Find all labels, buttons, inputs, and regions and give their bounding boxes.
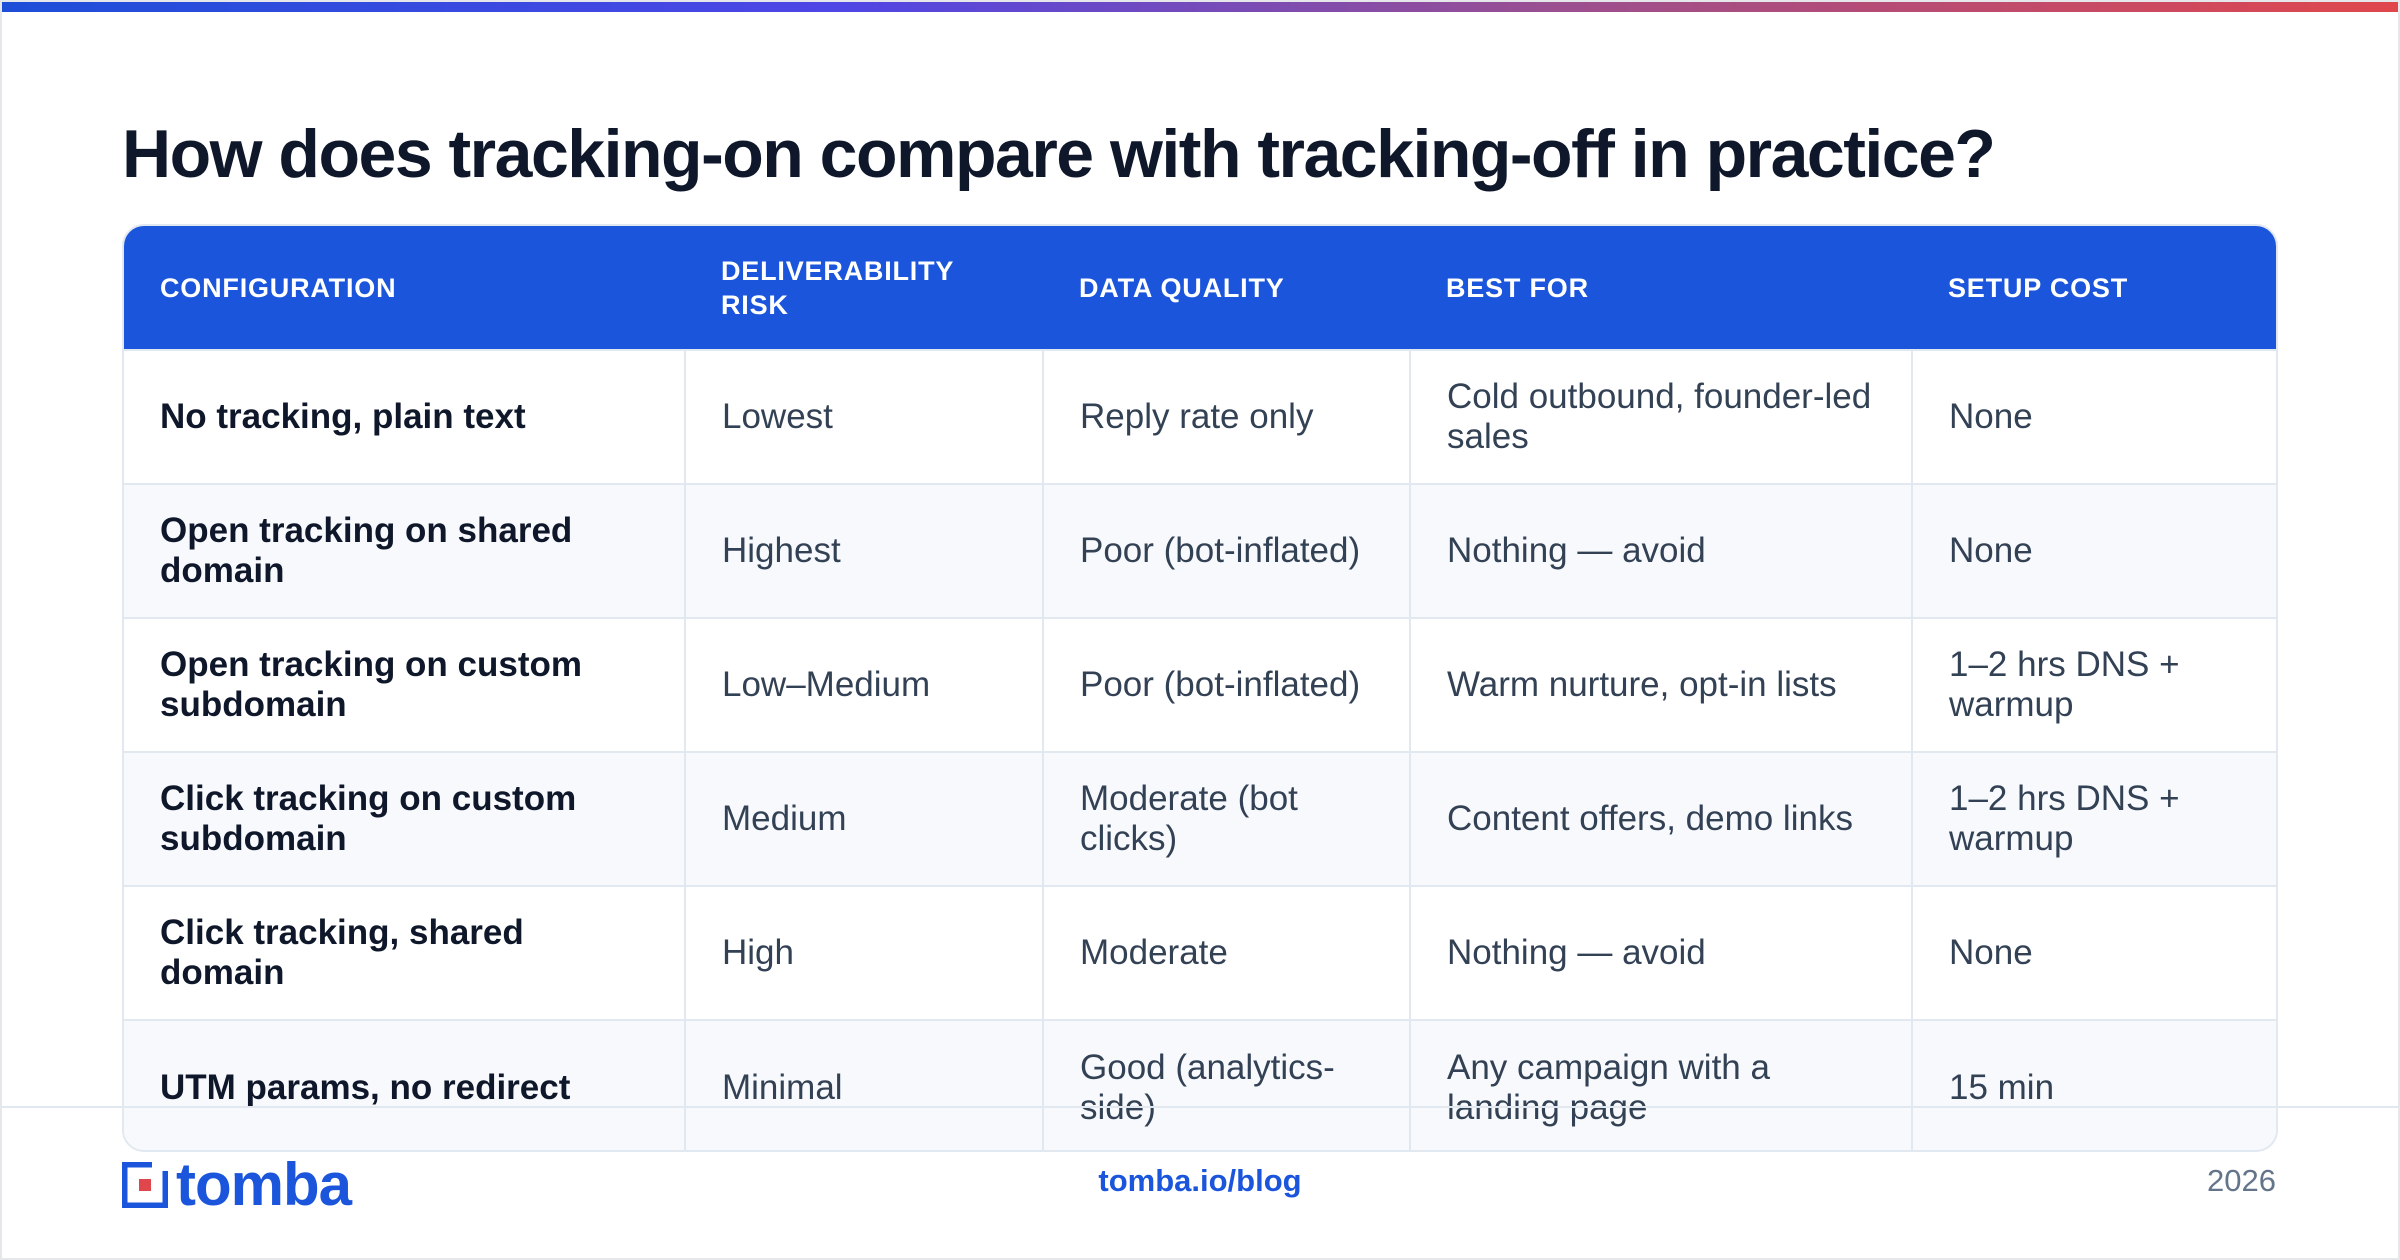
- cell-deliverability-risk: Lowest: [684, 349, 1043, 484]
- footer-year: 2026: [2207, 1163, 2276, 1198]
- table-row: Click tracking on custom subdomain Mediu…: [124, 751, 2276, 886]
- cell-data-quality: Reply rate only: [1042, 349, 1410, 484]
- header-deliverability-risk: Deliverability risk: [721, 255, 954, 320]
- cell-configuration: UTM params, no redirect: [124, 1019, 685, 1150]
- tomba-logo[interactable]: tomba: [122, 1151, 352, 1218]
- cell-deliverability-risk: Medium: [684, 751, 1043, 886]
- cell-configuration: Open tracking on custom subdomain: [124, 617, 685, 752]
- blog-link[interactable]: tomba.io/blog: [1098, 1163, 1302, 1198]
- table-row: No tracking, plain text Lowest Reply rat…: [124, 349, 2276, 484]
- table-header-row: Configuration Deliverability risk Data q…: [124, 226, 2276, 350]
- table-row: UTM params, no redirect Minimal Good (an…: [124, 1019, 2276, 1150]
- cell-configuration: No tracking, plain text: [124, 349, 685, 484]
- cell-setup-cost: None: [1911, 483, 2276, 618]
- cell-data-quality: Moderate: [1042, 885, 1410, 1020]
- cell-best-for: Nothing — avoid: [1409, 885, 1912, 1020]
- header-best-for: Best for: [1446, 272, 1589, 303]
- cell-data-quality: Poor (bot-inflated): [1042, 483, 1410, 618]
- table-row: Open tracking on custom subdomain Low–Me…: [124, 617, 2276, 752]
- table-row: Open tracking on shared domain Highest P…: [124, 483, 2276, 618]
- header-data-quality: Data quality: [1079, 272, 1285, 303]
- cell-data-quality: Poor (bot-inflated): [1042, 617, 1410, 752]
- tomba-logo-icon: [122, 1162, 168, 1208]
- cell-best-for: Content offers, demo links: [1409, 751, 1912, 886]
- cell-data-quality: Good (analytics-side): [1042, 1019, 1410, 1150]
- cell-data-quality: Moderate (bot clicks): [1042, 751, 1410, 886]
- cell-setup-cost: None: [1911, 349, 2276, 484]
- cell-configuration: Click tracking on custom subdomain: [124, 751, 685, 886]
- cell-best-for: Any campaign with a landing page: [1409, 1019, 1912, 1150]
- top-gradient-bar: [0, 0, 2400, 12]
- footer-divider: [0, 1106, 2400, 1108]
- cell-setup-cost: 15 min: [1911, 1019, 2276, 1150]
- cell-configuration: Click tracking, shared domain: [124, 885, 685, 1020]
- cell-deliverability-risk: Highest: [684, 483, 1043, 618]
- cell-deliverability-risk: Minimal: [684, 1019, 1043, 1150]
- cell-best-for: Warm nurture, opt-in lists: [1409, 617, 1912, 752]
- comparison-table: Configuration Deliverability risk Data q…: [122, 224, 2278, 1152]
- cell-best-for: Nothing — avoid: [1409, 483, 1912, 618]
- cell-deliverability-risk: High: [684, 885, 1043, 1020]
- cell-deliverability-risk: Low–Medium: [684, 617, 1043, 752]
- cell-setup-cost: None: [1911, 885, 2276, 1020]
- page-title: How does tracking-on compare with tracki…: [122, 116, 1996, 192]
- cell-configuration: Open tracking on shared domain: [124, 483, 685, 618]
- cell-best-for: Cold outbound, founder-led sales: [1409, 349, 1912, 484]
- header-configuration: Configuration: [160, 272, 397, 303]
- cell-setup-cost: 1–2 hrs DNS + warmup: [1911, 617, 2276, 752]
- logo-text: tomba: [176, 1151, 352, 1218]
- table-row: Click tracking, shared domain High Moder…: [124, 885, 2276, 1020]
- cell-setup-cost: 1–2 hrs DNS + warmup: [1911, 751, 2276, 886]
- header-setup-cost: Setup cost: [1948, 272, 2129, 303]
